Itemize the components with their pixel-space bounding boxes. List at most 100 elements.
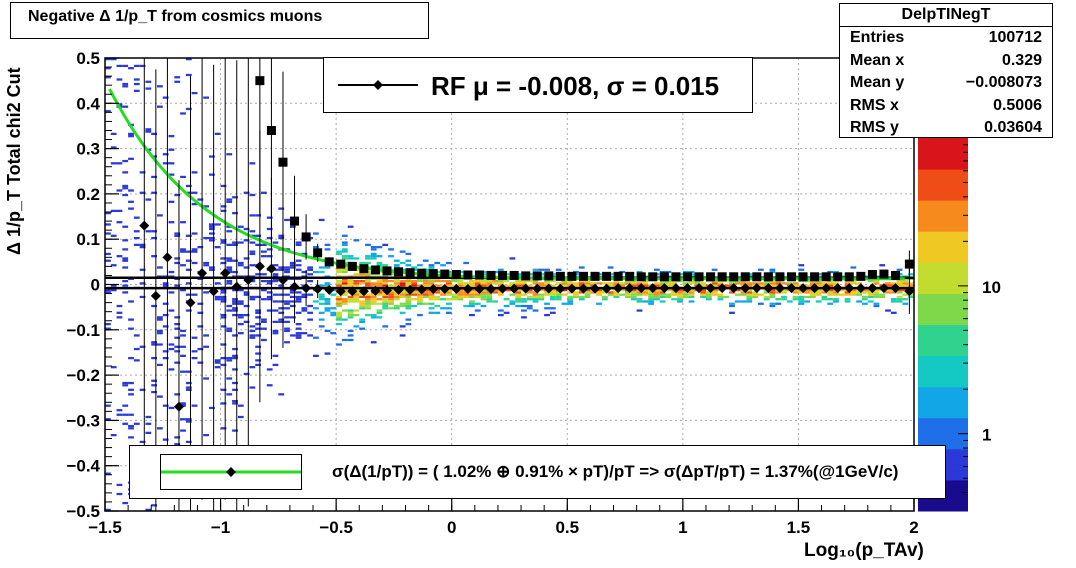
heatmap-cell	[653, 284, 660, 287]
heatmap-cell	[237, 241, 244, 244]
color-scale-cell	[918, 433, 968, 437]
color-scale-cell	[918, 249, 968, 254]
heatmap-cell	[417, 293, 423, 296]
heatmap-cell	[318, 298, 325, 301]
heatmap-cell	[226, 304, 233, 308]
heatmap-cell	[157, 343, 163, 346]
heatmap-cell	[249, 162, 256, 165]
heatmap-cell	[370, 257, 377, 260]
heatmap-cell	[295, 264, 302, 267]
heatmap-cell	[255, 309, 262, 312]
heatmap-cell	[613, 291, 620, 294]
heatmap-cell	[867, 295, 874, 299]
color-scale-cell	[918, 181, 968, 186]
heatmap-cell	[209, 236, 215, 240]
color-scale-cell	[918, 305, 968, 310]
heatmap-cell	[122, 501, 129, 505]
heatmap-cell	[769, 282, 776, 285]
color-scale-cell	[918, 262, 968, 266]
heatmap-cell	[596, 302, 602, 305]
sigma-marker	[463, 270, 473, 280]
heatmap-cell	[133, 216, 140, 219]
heatmap-cell	[214, 295, 221, 299]
heatmap-cell	[515, 291, 522, 294]
mean-marker	[393, 284, 404, 295]
color-scale-cell	[918, 395, 968, 400]
heatmap-cell	[220, 313, 227, 317]
heatmap-cell	[428, 295, 435, 299]
heatmap-cell	[157, 427, 163, 430]
heatmap-cell	[365, 273, 371, 276]
heatmap-cell	[295, 327, 302, 330]
heatmap-cell	[509, 293, 516, 296]
mean-marker	[474, 284, 485, 295]
sigma-marker	[856, 271, 866, 281]
heatmap-cell	[174, 193, 181, 197]
heatmap-cell	[347, 311, 354, 314]
heatmap-cell	[561, 302, 568, 305]
heatmap-cell	[896, 295, 903, 299]
heatmap-cell	[422, 295, 429, 299]
heatmap-cell	[116, 78, 123, 81]
heatmap-cell	[694, 282, 701, 285]
heatmap-cell	[353, 282, 360, 285]
heatmap-cell	[203, 205, 210, 208]
heatmap-cell	[307, 334, 314, 337]
heatmap-cell	[440, 293, 446, 296]
heatmap-cell	[393, 307, 400, 310]
heatmap-cell	[902, 293, 909, 296]
heatmap-cell	[261, 338, 267, 342]
heatmap-cell	[157, 318, 163, 321]
heatmap-cell	[307, 268, 314, 271]
color-scale-cell	[918, 315, 968, 319]
heatmap-cell	[896, 282, 903, 285]
heatmap-cell	[249, 298, 256, 301]
heatmap-cell	[740, 300, 747, 303]
heatmap-cell	[549, 311, 556, 314]
heatmap-cell	[573, 295, 579, 299]
heatmap-cell	[509, 282, 516, 285]
heatmap-cell	[492, 291, 498, 294]
heatmap-cell	[232, 243, 238, 246]
mean-marker	[647, 283, 658, 294]
heatmap-cell	[110, 433, 117, 437]
heatmap-cell	[145, 431, 152, 434]
heatmap-cell	[284, 268, 290, 271]
heatmap-cell	[232, 313, 238, 317]
heatmap-cell	[255, 359, 262, 362]
heatmap-cell	[393, 279, 400, 283]
heatmap-cell	[226, 393, 233, 396]
heatmap-cell	[133, 359, 140, 362]
heatmap-cell	[625, 291, 631, 294]
heatmap-cell	[185, 282, 192, 285]
heatmap-cell	[122, 381, 129, 385]
heatmap-cell	[376, 255, 383, 258]
heatmap-cell	[480, 293, 487, 296]
color-scale-cell	[918, 389, 968, 394]
heatmap-cell	[549, 279, 556, 283]
heatmap-cell	[341, 270, 348, 274]
heatmap-cell	[347, 329, 354, 333]
heatmap-cell	[122, 284, 129, 287]
heatmap-cell	[428, 311, 435, 314]
heatmap-cell	[538, 298, 545, 301]
sigma-marker	[382, 266, 392, 276]
mean-marker	[185, 297, 196, 308]
heatmap-cell	[769, 302, 776, 305]
heatmap-cell	[243, 239, 250, 242]
heatmap-cell	[284, 266, 290, 269]
heatmap-cell	[445, 284, 452, 287]
heatmap-cell	[232, 347, 238, 351]
heatmap-cell	[405, 298, 412, 301]
y-tick-label: 0.3	[76, 140, 100, 159]
mean-marker	[543, 283, 554, 294]
heatmap-cell	[128, 200, 134, 203]
heatmap-cell	[769, 289, 776, 292]
heatmap-cell	[445, 307, 452, 310]
heatmap-cell	[289, 300, 296, 303]
heatmap-cell	[781, 291, 787, 294]
heatmap-cell	[445, 279, 452, 283]
heatmap-cell	[434, 289, 441, 292]
color-scale-cell	[918, 274, 968, 279]
heatmap-cell	[128, 157, 134, 160]
